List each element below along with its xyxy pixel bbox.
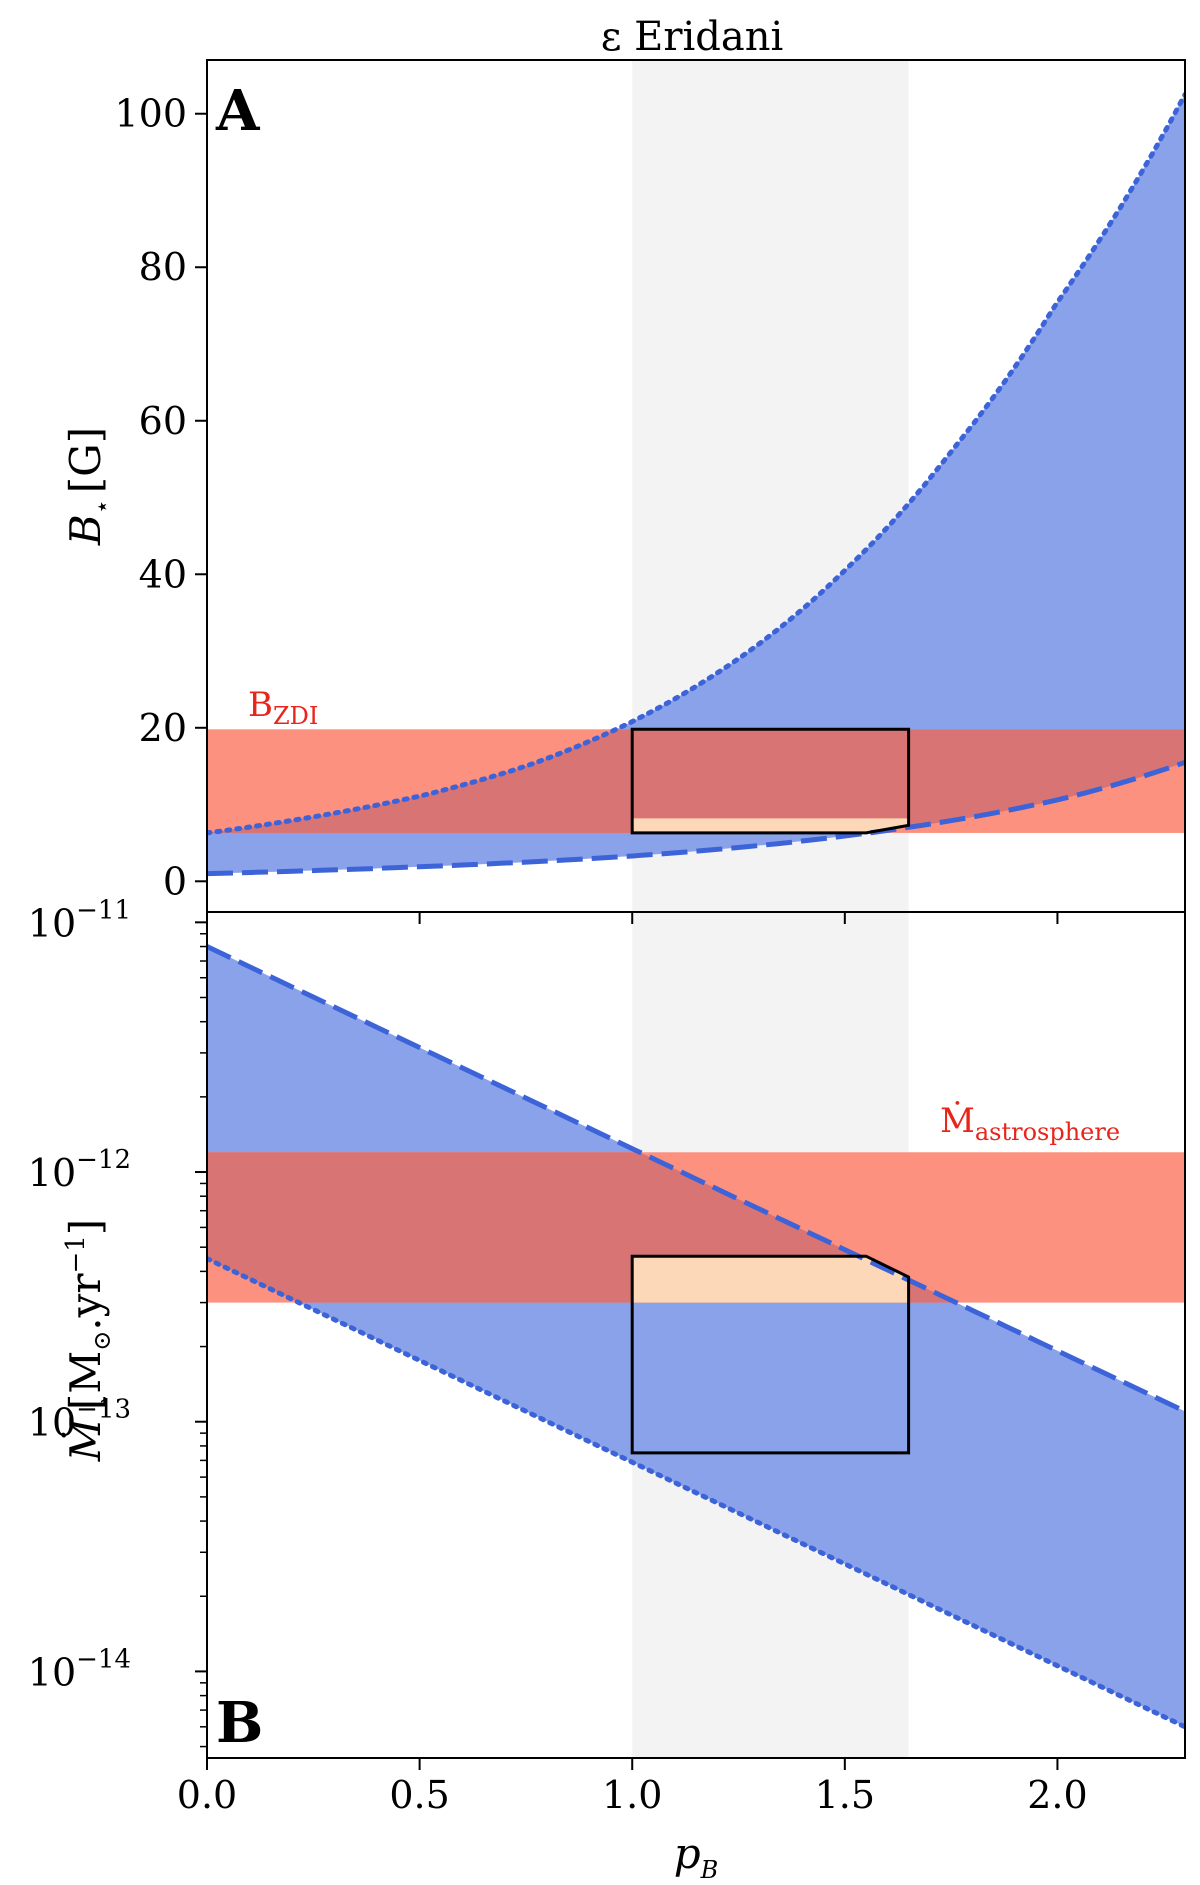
panel-a-letter: A	[215, 78, 261, 144]
y-tick-label: 10−11	[28, 895, 131, 945]
allowed-overlap-upper	[632, 729, 909, 819]
model-range-fill	[207, 946, 1185, 1727]
mdot-astrosphere-label: Ṁastrosphere	[940, 1101, 1120, 1146]
upper-bound-dashed-line	[207, 944, 1185, 1414]
y-tick-label: 60	[139, 399, 187, 443]
y-tick-label: 0	[163, 859, 187, 903]
lower-bound-dotted-line	[207, 1256, 1185, 1730]
y-tick-label: 80	[139, 245, 187, 289]
x-tick-label: 1.0	[602, 1773, 662, 1817]
allowed-region	[632, 1256, 909, 1303]
y-tick-label: 10−14	[28, 1644, 131, 1694]
y-tick-label: 20	[139, 706, 187, 750]
constraint-box	[630, 727, 911, 835]
panel-b-minor-ticks	[200, 933, 207, 1748]
panel-a-y-ticks: 0 20 40 60 80 100	[114, 92, 207, 903]
x-tick-label: 1.5	[815, 1773, 875, 1817]
figure-title: ε Eridani	[601, 14, 784, 60]
upper-bound-dotted-line	[207, 92, 1185, 836]
model-range-fill	[207, 94, 1185, 874]
panel-b-letter: B	[216, 1690, 263, 1756]
panel-a: 0 20 40 60 80 100 A BZDI B⋆[G]	[61, 59, 1186, 913]
y-tick-label: 100	[114, 92, 187, 136]
y-tick-label: 10−12	[28, 1145, 131, 1195]
x-tick-label: 2.0	[1027, 1773, 1087, 1817]
x-axis-label: pB	[674, 1829, 719, 1884]
bzdi-label: BZDI	[248, 685, 318, 730]
panel-b-frame	[206, 911, 1186, 1759]
x-tick-label: 0.5	[389, 1773, 449, 1817]
panel-b-y-axis-label: Ṁ[M⊙.yr−1]	[60, 1219, 116, 1462]
constraint-box	[630, 1254, 911, 1455]
x-tick-label: 0.0	[177, 1773, 237, 1817]
panel-a-y-axis-label: B⋆[G]	[61, 427, 116, 546]
lower-bound-dashed-line	[207, 759, 1185, 877]
x-axis-ticks: 0.0 0.5 1.0 1.5 2.0	[177, 912, 1088, 1817]
y-tick-label: 40	[139, 552, 187, 596]
